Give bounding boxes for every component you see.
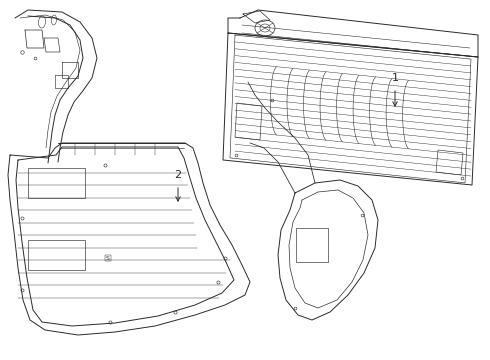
- Text: S: S: [106, 256, 110, 261]
- Text: 2: 2: [174, 170, 182, 180]
- Text: 1: 1: [392, 73, 398, 83]
